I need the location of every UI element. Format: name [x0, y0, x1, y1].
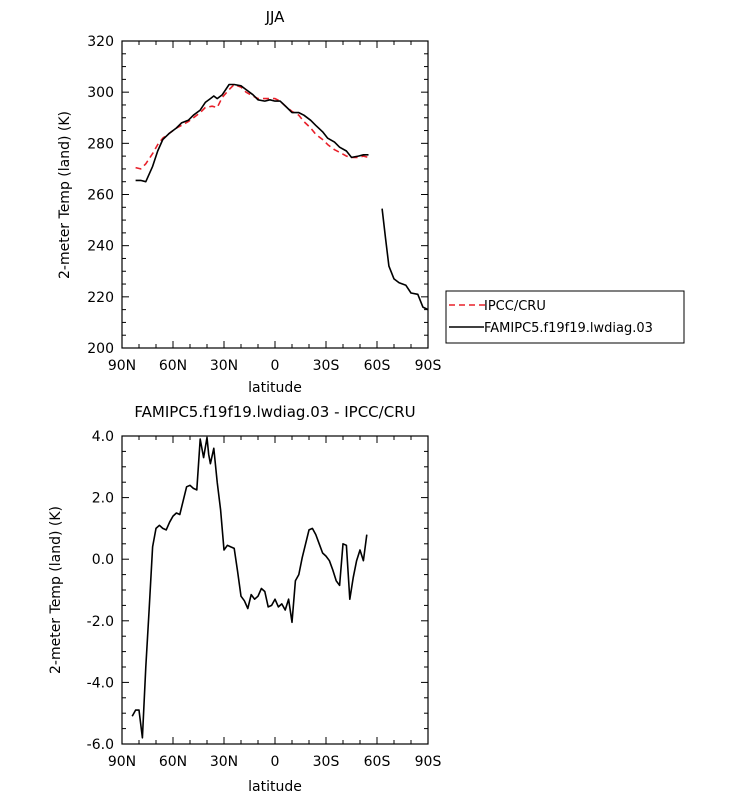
bottom-panel: FAMIPC5.f19f19.lwdiag.03 - IPCC/CRU 2-me… — [48, 403, 441, 795]
top-series-line-1 — [135, 83, 429, 311]
top-y-axis-label: 2-meter Temp (land) (K) — [57, 111, 73, 279]
legend-label-ipcc-cru: IPCC/CRU — [484, 299, 546, 314]
top-x-tick-label: 30S — [313, 358, 340, 374]
bottom-series-line-0 — [131, 436, 368, 739]
bottom-x-tick-label: 30N — [210, 754, 238, 770]
bottom-x-tick-label: 30S — [313, 754, 340, 770]
bottom-x-axis-label: latitude — [248, 779, 302, 795]
bottom-y-tick-label: -4.0 — [87, 675, 114, 691]
bottom-x-tick-label: 90S — [415, 754, 442, 770]
bottom-y-tick-label: 0.0 — [92, 552, 114, 568]
top-chart-title: JJA — [265, 8, 286, 26]
bottom-y-tick-label: -2.0 — [87, 614, 114, 630]
top-y-tick-label: 260 — [87, 188, 114, 204]
bottom-y-tick-label: 2.0 — [92, 491, 114, 507]
top-y-tick-label: 300 — [87, 85, 114, 101]
top-x-tick-label: 90S — [415, 358, 442, 374]
top-y-tick-label: 200 — [87, 341, 114, 357]
bottom-y-axis-label: 2-meter Temp (land) (K) — [48, 506, 64, 674]
legend-box — [445, 290, 685, 344]
bottom-x-tick-label: 60N — [159, 754, 187, 770]
bottom-y-tick-label: 4.0 — [92, 429, 114, 445]
top-series-line-0 — [135, 83, 369, 170]
top-y-tick-label: 280 — [87, 136, 114, 152]
top-x-tick-label: 0 — [271, 358, 280, 374]
legend-label-famipc5: FAMIPC5.f19f19.lwdiag.03 — [484, 321, 653, 336]
top-x-axis-label: latitude — [248, 380, 302, 396]
bottom-x-tick-label: 90N — [108, 754, 136, 770]
top-x-tick-label: 90N — [108, 358, 136, 374]
legend: IPCC/CRU FAMIPC5.f19f19.lwdiag.03 — [445, 290, 685, 344]
top-x-tick-label: 60S — [364, 358, 391, 374]
bottom-chart-title: FAMIPC5.f19f19.lwdiag.03 - IPCC/CRU — [134, 403, 415, 421]
top-plot-frame — [121, 40, 429, 349]
bottom-x-tick-label: 0 — [271, 754, 280, 770]
top-x-tick-label: 60N — [159, 358, 187, 374]
bottom-plot-frame — [121, 435, 429, 745]
top-panel: JJA 2-meter Temp (land) (K) latitude 90N… — [57, 8, 441, 396]
top-y-tick-label: 240 — [87, 239, 114, 255]
top-y-tick-label: 220 — [87, 290, 114, 306]
bottom-y-tick-label: -6.0 — [87, 737, 114, 753]
bottom-x-tick-label: 60S — [364, 754, 391, 770]
top-x-tick-label: 30N — [210, 358, 238, 374]
top-y-tick-label: 320 — [87, 34, 114, 50]
